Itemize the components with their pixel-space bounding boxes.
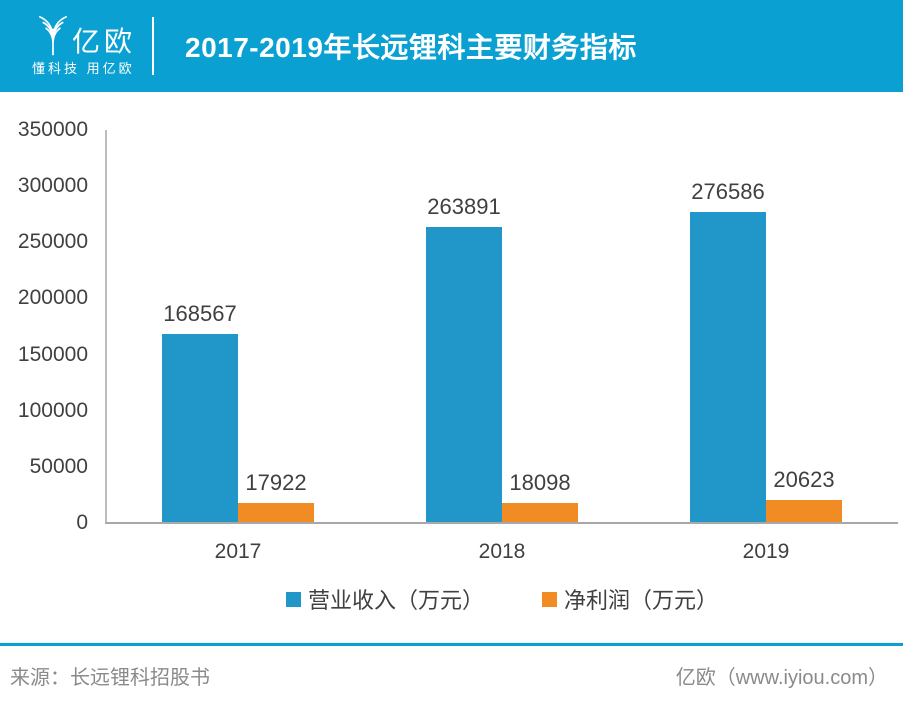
source-text: 来源：长远锂科招股书	[10, 667, 210, 689]
y-axis-tick-label: 150000	[17, 342, 88, 366]
bar-2017-series0	[162, 333, 238, 523]
y-axis-tick-label: 300000	[17, 174, 88, 198]
footer-divider	[0, 643, 903, 646]
header-banner: 亿欧 懂科技 用亿欧 2017-2019年长远锂科主要财务指标	[0, 0, 903, 92]
bar-value-label: 263891	[427, 193, 501, 219]
brand-name: 亿欧	[72, 26, 137, 57]
bar-value-label: 168567	[163, 300, 237, 326]
page-title: 2017-2019年长远锂科主要财务指标	[185, 32, 637, 63]
brand-tagline: 懂科技 用亿欧	[32, 61, 135, 76]
bar-2017-series1	[238, 502, 314, 523]
y-axis-tick-label: 200000	[17, 286, 88, 310]
legend-label-net-profit: 净利润（万元）	[564, 588, 719, 613]
chart-legend: 营业收入（万元） 净利润（万元）	[106, 583, 898, 615]
legend-label-revenue: 营业收入（万元）	[307, 588, 484, 613]
bar-value-label: 17922	[245, 469, 307, 495]
bar-2019-series1	[766, 499, 842, 523]
bar-value-label: 20623	[773, 466, 835, 492]
x-axis-line	[105, 522, 898, 524]
y-axis-tick-label: 0	[76, 511, 88, 534]
y-axis-line	[105, 130, 107, 524]
bar-2018-series1	[502, 502, 578, 523]
bar-2018-series0	[426, 226, 502, 523]
iyiou-logo-icon	[39, 16, 67, 56]
bar-value-label: 276586	[691, 179, 765, 205]
legend-item-revenue: 营业收入（万元）	[285, 583, 484, 615]
x-axis-category-label: 2019	[742, 540, 790, 563]
bar-2019-series0	[690, 212, 766, 523]
legend-swatch-revenue-icon	[285, 591, 301, 607]
y-axis-tick-label: 250000	[17, 230, 88, 254]
y-axis-tick-label: 350000	[17, 118, 88, 141]
x-axis-category-label: 2018	[478, 540, 526, 563]
y-axis-tick-label: 100000	[17, 398, 88, 422]
legend-item-net-profit: 净利润（万元）	[542, 583, 718, 615]
bar-value-label: 18098	[509, 469, 571, 495]
footer: 来源：长远锂科招股书 亿欧（www.iyiou.com）	[10, 661, 888, 690]
x-axis-category-label: 2017	[214, 540, 262, 563]
y-axis-tick-label: 50000	[29, 454, 88, 478]
credit-text: 亿欧（www.iyiou.com）	[675, 667, 888, 689]
header-divider	[152, 17, 154, 75]
legend-swatch-net-profit-icon	[542, 591, 557, 607]
